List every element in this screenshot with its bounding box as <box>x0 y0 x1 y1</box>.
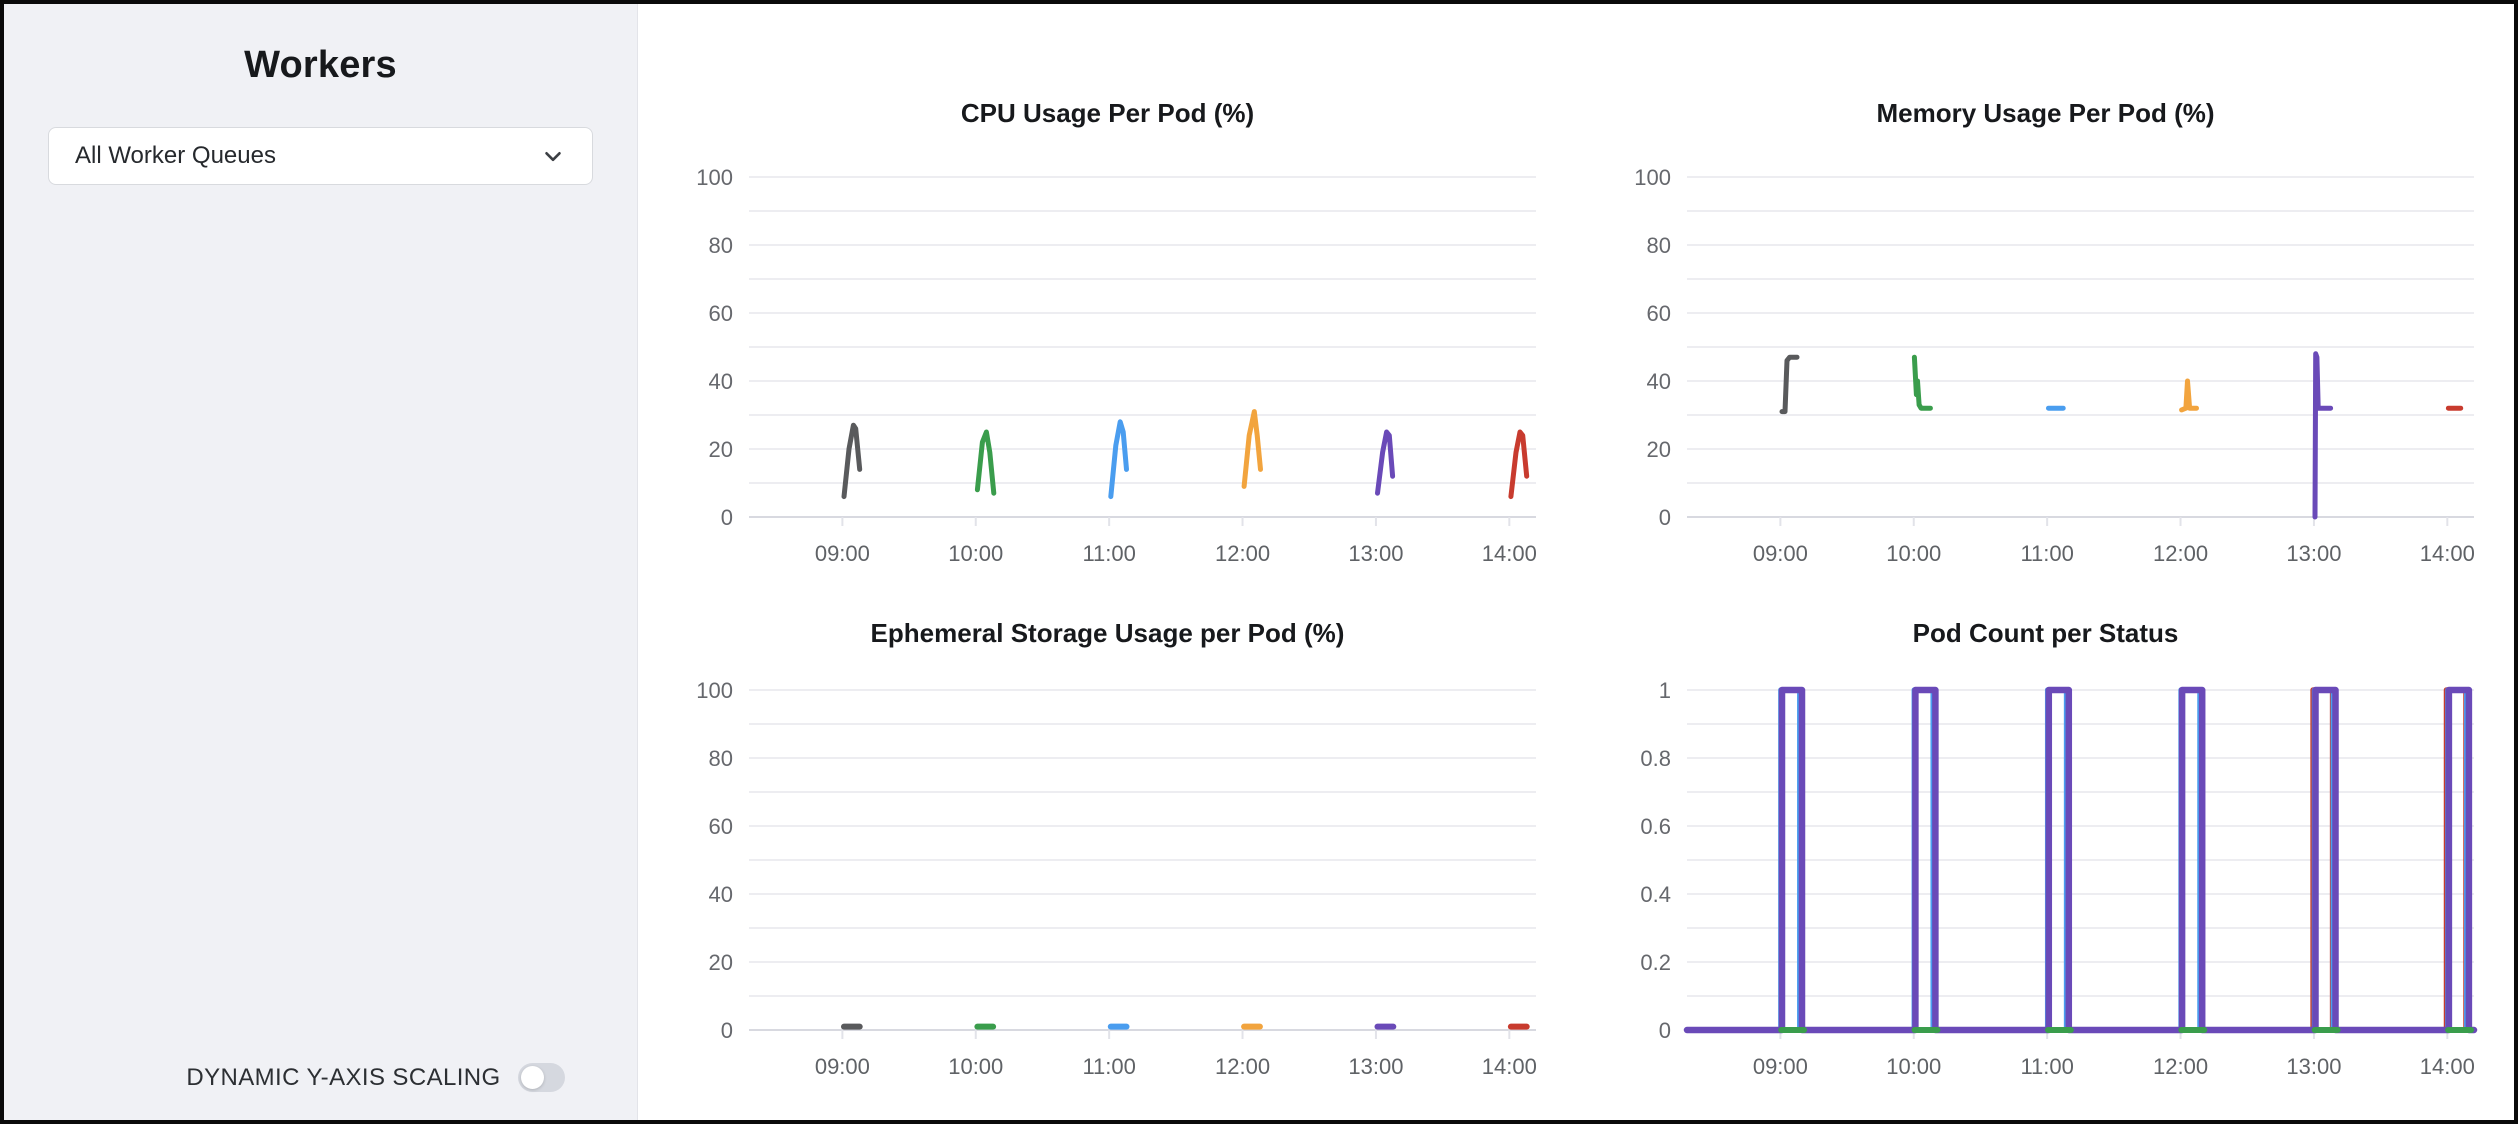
svg-text:80: 80 <box>709 746 733 771</box>
svg-text:100: 100 <box>696 165 733 190</box>
svg-text:0.8: 0.8 <box>1640 746 1671 771</box>
svg-text:13:00: 13:00 <box>1348 1054 1403 1079</box>
svg-text:0: 0 <box>721 505 733 530</box>
svg-text:60: 60 <box>709 814 733 839</box>
svg-text:40: 40 <box>709 882 733 907</box>
svg-text:13:00: 13:00 <box>2286 1054 2341 1079</box>
chart-title: Ephemeral Storage Usage per Pod (%) <box>870 618 1345 648</box>
svg-text:40: 40 <box>1647 369 1671 394</box>
svg-text:60: 60 <box>709 301 733 326</box>
svg-text:14:00: 14:00 <box>2420 1054 2475 1079</box>
svg-text:09:00: 09:00 <box>815 1054 870 1079</box>
worker-queue-select[interactable]: All Worker Queues <box>48 127 593 185</box>
ephemeral-storage-plot: 0 20 40 60 80 100 09:00 10:00 11:00 12:00 13:00 14:… <box>696 678 1537 1079</box>
chart-ephemeral-storage: Ephemeral Storage Usage per Pod (%) 0 20 4… <box>639 520 1576 1079</box>
svg-text:10:00: 10:00 <box>948 1054 1003 1079</box>
sidebar: Workers All Worker Queues DYNAMIC Y-AXIS… <box>4 4 638 1120</box>
svg-text:13:00: 13:00 <box>1348 541 1403 566</box>
page-title: Workers <box>244 44 397 86</box>
dynamic-y-axis-label: DYNAMIC Y-AXIS SCALING <box>186 1063 501 1091</box>
chart-cpu-usage: CPU Usage Per Pod (%) 0 20 40 60 80 100 09:00 1… <box>639 4 1576 566</box>
svg-text:80: 80 <box>1647 233 1671 258</box>
svg-text:09:00: 09:00 <box>1753 1054 1808 1079</box>
svg-text:10:00: 10:00 <box>1886 1054 1941 1079</box>
svg-text:12:00: 12:00 <box>1215 541 1270 566</box>
worker-queue-select-value: All Worker Queues <box>75 142 276 169</box>
svg-text:40: 40 <box>709 369 733 394</box>
svg-text:10:00: 10:00 <box>948 541 1003 566</box>
svg-text:09:00: 09:00 <box>1753 541 1808 566</box>
svg-text:0: 0 <box>1659 1018 1671 1043</box>
svg-text:1: 1 <box>1659 678 1671 703</box>
chart-pod-count: Pod Count per Status 0 0.2 0.4 0.6 0.8 1 09:00… <box>1577 520 2514 1079</box>
svg-text:11:00: 11:00 <box>1082 541 1135 566</box>
chart-memory-usage: Memory Usage Per Pod (%) 0 20 40 60 80 100 09:… <box>1577 4 2514 566</box>
svg-text:12:00: 12:00 <box>2153 541 2208 566</box>
svg-text:60: 60 <box>1647 301 1671 326</box>
chevron-down-icon <box>545 151 561 162</box>
memory-usage-plot: 0 20 40 60 80 100 09:00 10:00 11:00 12:00 13:00 14:… <box>1634 165 2475 566</box>
pod-count-plot: 0 0.2 0.4 0.6 0.8 1 09:00 10:00 11:00 12:00 13:00 1… <box>1640 678 2478 1079</box>
svg-text:11:00: 11:00 <box>1082 1054 1135 1079</box>
svg-text:0.6: 0.6 <box>1640 814 1671 839</box>
svg-text:12:00: 12:00 <box>1215 1054 1270 1079</box>
svg-text:14:00: 14:00 <box>1482 1054 1537 1079</box>
svg-text:20: 20 <box>709 950 733 975</box>
svg-text:0.2: 0.2 <box>1640 950 1671 975</box>
svg-text:0.4: 0.4 <box>1640 882 1671 907</box>
toggle-knob-icon <box>520 1066 544 1089</box>
charts-panel: CPU Usage Per Pod (%) 0 20 40 60 80 100 09:00 1… <box>639 4 2514 1120</box>
svg-text:10:00: 10:00 <box>1886 541 1941 566</box>
svg-text:20: 20 <box>709 437 733 462</box>
svg-text:100: 100 <box>1634 165 1671 190</box>
svg-text:14:00: 14:00 <box>2420 541 2475 566</box>
svg-text:14:00: 14:00 <box>1482 541 1537 566</box>
chart-title: Memory Usage Per Pod (%) <box>1876 98 2215 128</box>
svg-text:0: 0 <box>721 1018 733 1043</box>
svg-text:0: 0 <box>1659 505 1671 530</box>
svg-text:11:00: 11:00 <box>2020 541 2073 566</box>
cpu-usage-plot: 0 20 40 60 80 100 09:00 10:00 11:00 12:00 13:00 14:… <box>696 165 1537 566</box>
svg-text:80: 80 <box>709 233 733 258</box>
dynamic-y-axis-row: DYNAMIC Y-AXIS SCALING <box>4 1063 637 1092</box>
svg-text:11:00: 11:00 <box>2020 1054 2073 1079</box>
svg-text:12:00: 12:00 <box>2153 1054 2208 1079</box>
svg-text:20: 20 <box>1647 437 1671 462</box>
svg-text:100: 100 <box>696 678 733 703</box>
svg-text:09:00: 09:00 <box>815 541 870 566</box>
dynamic-y-axis-toggle[interactable] <box>517 1063 565 1092</box>
chart-title: CPU Usage Per Pod (%) <box>960 98 1255 128</box>
svg-text:13:00: 13:00 <box>2286 541 2341 566</box>
chart-title: Pod Count per Status <box>1912 618 2179 648</box>
